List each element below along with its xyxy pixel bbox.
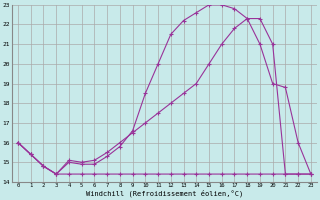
X-axis label: Windchill (Refroidissement éolien,°C): Windchill (Refroidissement éolien,°C) (86, 190, 243, 197)
